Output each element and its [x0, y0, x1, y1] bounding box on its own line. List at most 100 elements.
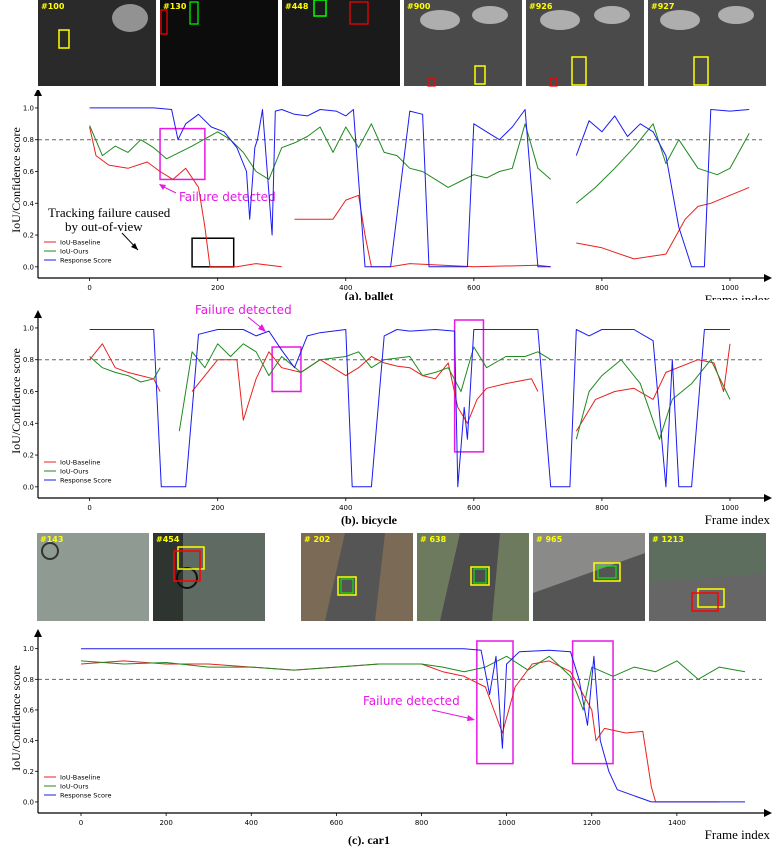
- stage-light: [718, 6, 754, 24]
- car1-thumb-1: #143: [37, 533, 149, 621]
- car1-thumb-4: # 638: [417, 533, 529, 621]
- stage-light: [112, 4, 148, 32]
- annotation-box: [571, 640, 614, 765]
- y-tick-label: 0.4: [23, 420, 35, 428]
- x-tick-label: 800: [415, 819, 428, 827]
- road: [440, 533, 500, 621]
- x-tick-label: 200: [211, 504, 224, 512]
- car1-thumb-2: #454: [153, 533, 265, 621]
- y-axis-label: IoU/Confidence score: [9, 127, 23, 233]
- series-line-iou-ours: [80, 655, 746, 711]
- x-tick-label: 1000: [721, 504, 739, 512]
- out-of-view-label-line2: by out-of-view: [65, 219, 143, 234]
- x-tick-label: 0: [79, 819, 83, 827]
- x-tick-label: 200: [159, 819, 172, 827]
- x-tick-label: 1200: [583, 819, 601, 827]
- arrow-head: [131, 243, 138, 250]
- series-line-response-score: [89, 329, 730, 488]
- y-tick-label: 0.0: [23, 263, 34, 271]
- legend-label: IoU-Baseline: [60, 774, 100, 782]
- y-tick-label: 1.0: [23, 104, 34, 112]
- y-axis-arrow: [34, 629, 42, 637]
- tracking-box: [337, 576, 357, 596]
- annotation-box: [453, 319, 485, 453]
- x-tick-label: 800: [595, 504, 608, 512]
- x-tick-label: 1400: [668, 819, 686, 827]
- legend-label: IoU-Baseline: [60, 239, 100, 247]
- car1-thumbnails: #143 #454 # 202 # 638 # 965 # 1213: [37, 533, 766, 621]
- tracking-box: [597, 565, 617, 579]
- series-line-iou-baseline: [575, 343, 731, 432]
- tracking-box: [160, 9, 168, 35]
- stage-light: [420, 10, 460, 30]
- chart-caption: (a). ballet: [345, 289, 394, 300]
- tracking-box: [691, 592, 719, 612]
- arrow-head: [258, 324, 266, 332]
- y-tick-label: 1.0: [23, 324, 34, 332]
- series-line-response-score: [81, 648, 745, 803]
- y-tick-label: 0.0: [23, 798, 34, 806]
- legend-label: Response Score: [60, 257, 112, 265]
- x-tick-label: 600: [330, 819, 343, 827]
- legend-label: Response Score: [60, 477, 112, 485]
- tracking-box: [549, 77, 558, 87]
- y-axis-arrow: [34, 310, 42, 318]
- ballet-chart: Tracking failure caused by out-of-view F…: [9, 90, 772, 300]
- failure-detected-label: Failure detected: [179, 190, 276, 204]
- car1-extra: Failure detected: [363, 694, 475, 721]
- y-axis-arrow: [34, 90, 42, 96]
- ballet-thumb-3: #448: [282, 0, 400, 86]
- series-line-iou-baseline: [89, 343, 161, 392]
- thumb-frame: [37, 533, 149, 621]
- tracking-box: [571, 56, 587, 86]
- x-tick-label: 400: [339, 504, 352, 512]
- ballet-thumb-1: #100: [38, 0, 156, 86]
- arrow-head: [159, 184, 166, 190]
- x-tick-label: 400: [245, 819, 258, 827]
- failure-detected-label: Failure detected: [363, 694, 460, 708]
- failure-arrow: [431, 709, 473, 720]
- tracking-box: [340, 578, 354, 594]
- car1-chart: Failure detected (c). car1 0 200 400 600 800…: [9, 629, 772, 847]
- frame-number: #926: [529, 2, 553, 11]
- tracking-box: [58, 29, 70, 49]
- legend-label: Response Score: [60, 792, 112, 800]
- failure-detected-label: Failure detected: [195, 303, 292, 317]
- plot-area: 0 200 400 600 800 1000 0.0 0.2 0.4 0.6 0.8 1.0 Frame…: [9, 310, 772, 527]
- frame-number: #900: [407, 2, 431, 11]
- series-line-iou-baseline: [294, 194, 551, 268]
- car1-thumb-3: # 202: [301, 533, 413, 621]
- car1-thumb-5: # 965: [533, 533, 645, 621]
- tracking-box: [173, 550, 201, 582]
- x-tick-label: 0: [87, 504, 91, 512]
- tracking-box: [313, 0, 327, 17]
- y-tick-label: 0.8: [23, 356, 34, 364]
- stage-light: [540, 10, 580, 30]
- x-tick-label: 800: [595, 284, 608, 292]
- frame-number: #927: [651, 2, 674, 11]
- frame-number: #130: [163, 2, 187, 11]
- tracking-box: [693, 56, 709, 86]
- y-tick-label: 0.0: [23, 483, 34, 491]
- y-tick-label: 0.4: [23, 200, 35, 208]
- tracking-box: [177, 546, 205, 570]
- bicycle-wheel: [176, 567, 198, 589]
- ballet-thumb-6: #927: [648, 0, 766, 86]
- tracking-box: [470, 566, 490, 586]
- series-line-iou-baseline: [89, 126, 282, 268]
- bicycle-wheel: [41, 542, 59, 560]
- y-tick-label: 0.6: [23, 706, 35, 714]
- bicycle-extra: Failure detected: [195, 303, 292, 332]
- series-line-iou-ours: [575, 123, 750, 204]
- x-tick-label: 400: [339, 284, 352, 292]
- tracking-box: [474, 65, 486, 85]
- annotation-box: [159, 127, 206, 181]
- y-tick-label: 0.2: [23, 768, 34, 776]
- y-tick-label: 0.2: [23, 452, 34, 460]
- ballet-thumb-2: #130: [160, 0, 278, 86]
- x-axis-label: Frame index: [705, 512, 771, 527]
- y-tick-label: 0.4: [23, 737, 35, 745]
- road: [533, 553, 645, 621]
- shadow: [153, 533, 183, 621]
- annotation-box: [476, 640, 514, 765]
